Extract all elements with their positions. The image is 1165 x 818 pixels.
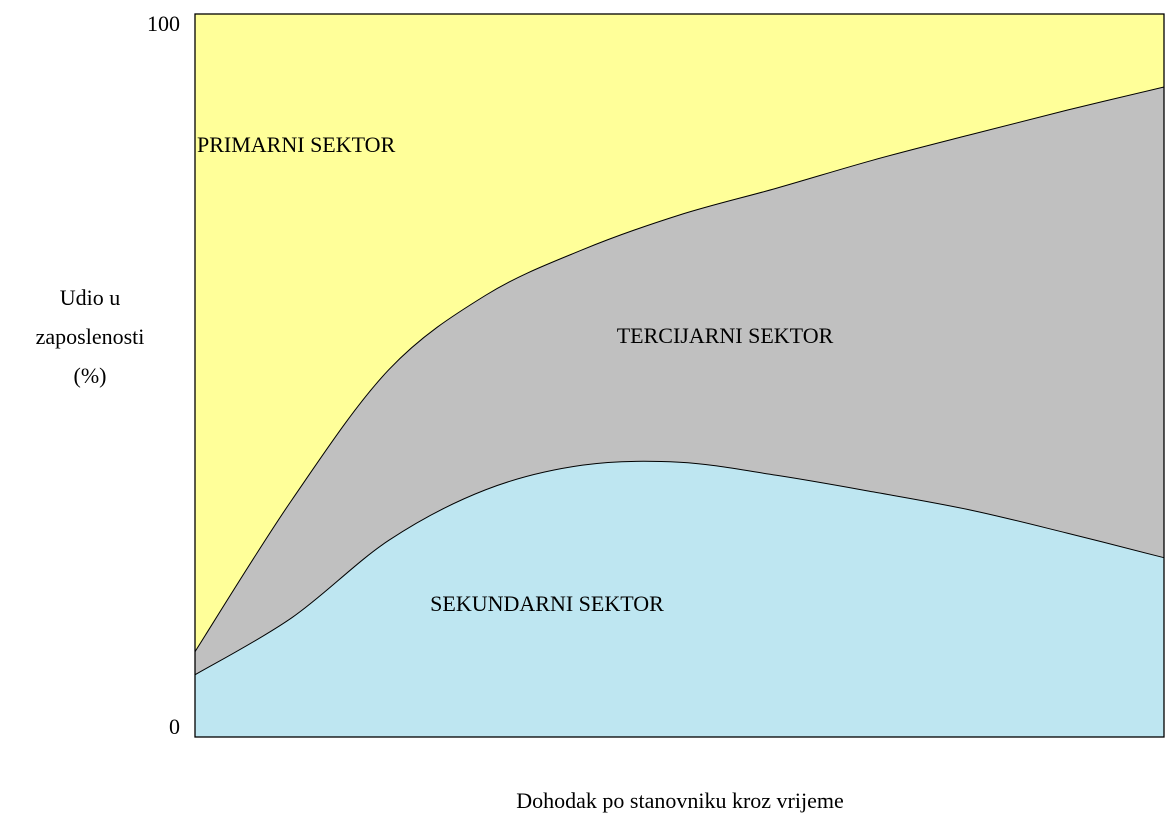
- area: [195, 87, 1164, 675]
- area: [195, 14, 1164, 652]
- x-axis-label: Dohodak po stanovniku kroz vrijeme: [516, 788, 844, 813]
- boundary-line: [194, 460, 1165, 676]
- y-axis-label: Udio u: [60, 285, 121, 310]
- y-tick-label: 100: [147, 11, 180, 36]
- area: [195, 461, 1164, 737]
- series-label: PRIMARNI SEKTOR: [197, 132, 396, 157]
- y-axis-label: (%): [74, 363, 107, 388]
- series-label: SEKUNDARNI SEKTOR: [430, 591, 664, 616]
- series-label: TERCIJARNI SEKTOR: [617, 323, 834, 348]
- boundary-line: [194, 86, 1165, 652]
- plot-frame: [194, 13, 1165, 738]
- y-axis-label: zaposlenosti: [36, 324, 145, 349]
- y-tick-label: 0: [169, 714, 180, 739]
